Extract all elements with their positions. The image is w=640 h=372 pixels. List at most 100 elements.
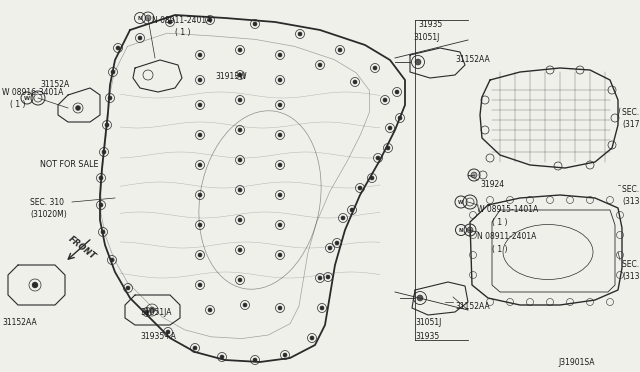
Text: ( 1 ): ( 1 ) — [492, 245, 508, 254]
Circle shape — [198, 53, 202, 57]
Text: ( 1 ): ( 1 ) — [10, 100, 26, 109]
Text: 31913W: 31913W — [215, 72, 246, 81]
Circle shape — [335, 241, 339, 245]
Text: ( 1 ): ( 1 ) — [492, 218, 508, 227]
Circle shape — [238, 48, 242, 52]
Text: N 08911-2401A: N 08911-2401A — [152, 16, 211, 25]
Circle shape — [278, 223, 282, 227]
Circle shape — [467, 227, 473, 233]
Text: (31397): (31397) — [622, 197, 640, 206]
Circle shape — [116, 46, 120, 50]
Circle shape — [198, 283, 202, 287]
Text: W 08916-3401A: W 08916-3401A — [2, 88, 63, 97]
Circle shape — [238, 128, 242, 132]
Text: J31901SA: J31901SA — [558, 358, 595, 367]
Circle shape — [208, 308, 212, 312]
Circle shape — [238, 158, 242, 162]
Text: 31051JA: 31051JA — [140, 308, 172, 317]
Circle shape — [198, 223, 202, 227]
Circle shape — [326, 275, 330, 279]
Circle shape — [99, 176, 103, 180]
Circle shape — [318, 276, 322, 280]
Circle shape — [220, 355, 224, 359]
Circle shape — [193, 346, 197, 350]
Circle shape — [208, 18, 212, 22]
Text: 31152AA: 31152AA — [455, 55, 490, 64]
Text: SEC. 310: SEC. 310 — [30, 198, 64, 207]
Text: W: W — [24, 96, 30, 100]
Circle shape — [238, 73, 242, 77]
Text: 31152AA: 31152AA — [455, 302, 490, 311]
Text: SEC. 317: SEC. 317 — [622, 108, 640, 117]
Circle shape — [168, 20, 172, 24]
Circle shape — [278, 163, 282, 167]
Circle shape — [318, 63, 322, 67]
Circle shape — [32, 282, 38, 288]
Circle shape — [278, 103, 282, 107]
Text: W: W — [458, 199, 464, 205]
Circle shape — [373, 66, 377, 70]
Circle shape — [278, 78, 282, 82]
Text: W 08915-1401A: W 08915-1401A — [477, 205, 538, 214]
Circle shape — [388, 126, 392, 130]
Circle shape — [278, 53, 282, 57]
Circle shape — [238, 248, 242, 252]
Circle shape — [298, 32, 302, 36]
Text: 31935+A: 31935+A — [140, 332, 176, 341]
Circle shape — [278, 133, 282, 137]
Text: N 08911-2401A: N 08911-2401A — [477, 232, 536, 241]
Circle shape — [278, 193, 282, 197]
Text: 31051J: 31051J — [413, 33, 440, 42]
Circle shape — [238, 278, 242, 282]
Circle shape — [370, 176, 374, 180]
Circle shape — [198, 78, 202, 82]
Circle shape — [398, 116, 402, 120]
Text: 31935: 31935 — [418, 20, 442, 29]
Text: N: N — [138, 16, 142, 20]
Text: 31935: 31935 — [415, 332, 439, 341]
Circle shape — [338, 48, 342, 52]
Text: 31051J: 31051J — [415, 318, 442, 327]
Circle shape — [341, 216, 345, 220]
Circle shape — [253, 358, 257, 362]
Circle shape — [105, 123, 109, 127]
Circle shape — [353, 80, 357, 84]
Circle shape — [415, 59, 421, 65]
Circle shape — [278, 253, 282, 257]
Text: NOT FOR SALE: NOT FOR SALE — [40, 160, 99, 169]
Circle shape — [145, 15, 151, 21]
Circle shape — [198, 163, 202, 167]
Circle shape — [198, 133, 202, 137]
Circle shape — [417, 295, 423, 301]
Circle shape — [238, 188, 242, 192]
Circle shape — [243, 303, 247, 307]
Circle shape — [386, 146, 390, 150]
Circle shape — [198, 253, 202, 257]
Circle shape — [149, 307, 155, 313]
Text: 31152AA: 31152AA — [2, 318, 36, 327]
Circle shape — [110, 258, 114, 262]
Circle shape — [76, 106, 81, 110]
Text: ( 1 ): ( 1 ) — [175, 28, 191, 37]
Circle shape — [108, 96, 112, 100]
Circle shape — [101, 230, 105, 234]
Circle shape — [278, 306, 282, 310]
Text: SEC. 311: SEC. 311 — [622, 260, 640, 269]
Circle shape — [471, 172, 477, 178]
Circle shape — [102, 150, 106, 154]
Text: (31020M): (31020M) — [30, 210, 67, 219]
Text: (31390): (31390) — [622, 272, 640, 281]
Text: (31705): (31705) — [622, 120, 640, 129]
Text: FRONT: FRONT — [67, 235, 97, 262]
Circle shape — [376, 156, 380, 160]
Circle shape — [328, 246, 332, 250]
Circle shape — [350, 208, 354, 212]
Circle shape — [310, 336, 314, 340]
Circle shape — [198, 193, 202, 197]
Circle shape — [395, 90, 399, 94]
Circle shape — [283, 353, 287, 357]
Circle shape — [238, 98, 242, 102]
Text: 31924: 31924 — [480, 180, 504, 189]
Circle shape — [383, 98, 387, 102]
Text: 31152A: 31152A — [40, 80, 69, 89]
